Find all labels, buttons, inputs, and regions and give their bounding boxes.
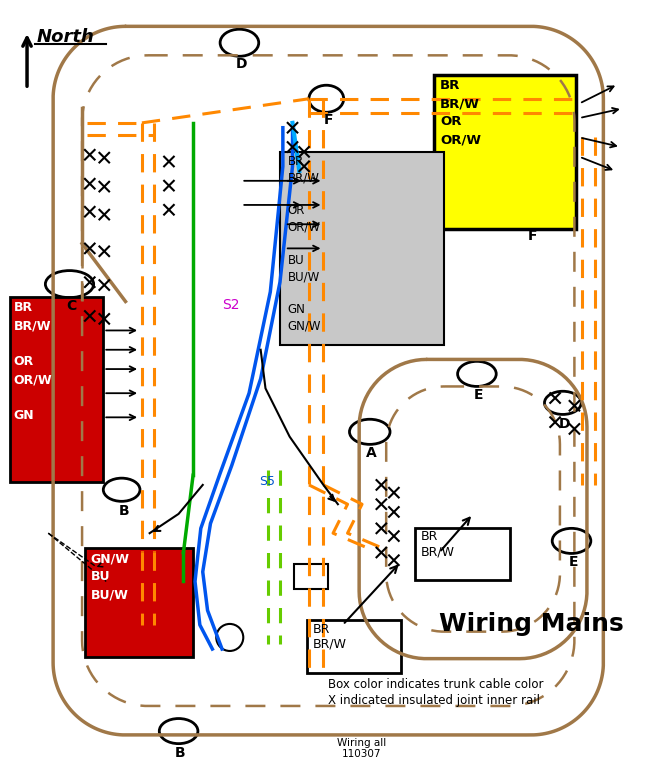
Text: Wiring all
110307: Wiring all 110307 (337, 738, 387, 760)
Text: B: B (175, 746, 186, 760)
Text: A: A (367, 446, 377, 460)
Text: BR
BR/W: BR BR/W (421, 530, 455, 558)
FancyBboxPatch shape (307, 620, 400, 673)
FancyBboxPatch shape (434, 74, 576, 229)
Text: E: E (569, 556, 578, 570)
Text: F: F (528, 229, 538, 243)
Text: S5: S5 (259, 475, 274, 488)
FancyBboxPatch shape (294, 564, 328, 589)
Text: C: C (66, 299, 76, 313)
Text: GN/W
BU
BU/W: GN/W BU BU/W (91, 553, 130, 601)
Text: B: B (118, 504, 129, 518)
Text: BR
BR/W
OR
OR/W: BR BR/W OR OR/W (440, 79, 481, 147)
Text: BR
BR/W

OR
OR/W

GN: BR BR/W OR OR/W GN (13, 302, 52, 422)
FancyBboxPatch shape (85, 548, 193, 656)
Text: E: E (474, 388, 483, 403)
Text: D: D (559, 417, 571, 431)
Text: BR
BR/W

OR
OR/W

BU
BU/W

GN
GN/W: BR BR/W OR OR/W BU BU/W GN GN/W (288, 154, 321, 333)
Text: BR
BR/W: BR BR/W (313, 623, 347, 651)
FancyBboxPatch shape (415, 528, 510, 580)
FancyBboxPatch shape (10, 296, 103, 482)
Text: North: North (36, 28, 95, 47)
Text: Box color indicates trunk cable color: Box color indicates trunk cable color (328, 678, 544, 691)
Text: Wiring Mains: Wiring Mains (440, 612, 624, 636)
Text: S2: S2 (222, 298, 239, 312)
FancyBboxPatch shape (280, 152, 444, 345)
Text: F: F (324, 113, 333, 127)
Text: D: D (235, 57, 247, 71)
Text: X indicated insulated joint inner rail: X indicated insulated joint inner rail (328, 695, 540, 708)
